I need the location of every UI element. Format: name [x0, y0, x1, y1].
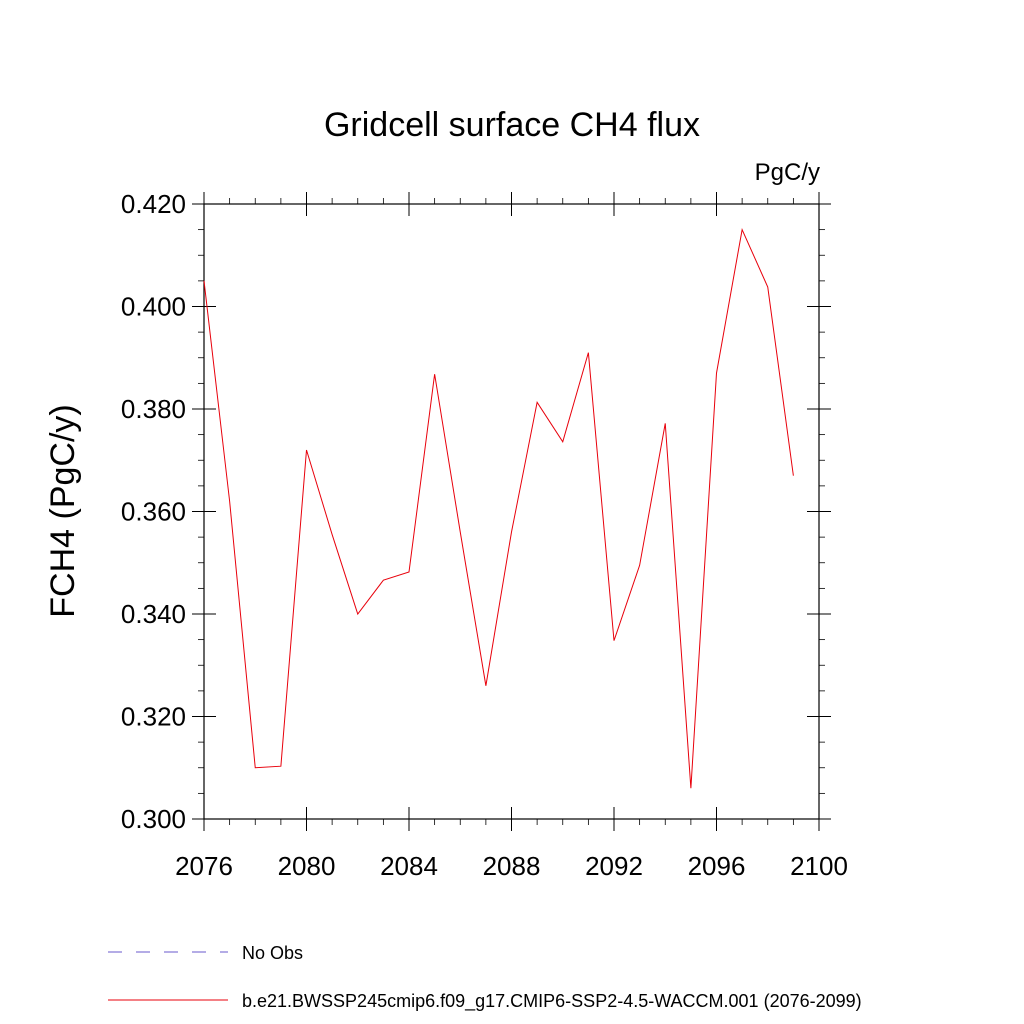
y-tick-label: 0.340	[121, 599, 186, 629]
legend: No Obs b.e21.BWSSP245cmip6.f09_g17.CMIP6…	[108, 943, 862, 1012]
x-tick-label: 2100	[790, 851, 848, 881]
y-tick-label: 0.420	[121, 189, 186, 219]
y-tick-label: 0.400	[121, 292, 186, 322]
legend-no-obs-label: No Obs	[242, 943, 303, 963]
x-tick-label: 2088	[483, 851, 541, 881]
series-layer	[203, 227, 794, 789]
y-tick-label: 0.320	[121, 702, 186, 732]
legend-series-label: b.e21.BWSSP245cmip6.f09_g17.CMIP6-SSP2-4…	[242, 991, 862, 1012]
plot-frame	[203, 203, 820, 820]
y-tick-label: 0.380	[121, 394, 186, 424]
axis-ticks: 2076 2080 2084 2088 2092 2096 2100 0.300 0.320 0.…	[121, 189, 848, 881]
x-tick-label: 2084	[380, 851, 438, 881]
x-tick-label: 2080	[278, 851, 336, 881]
y-axis-label: FCH4 (PgC/y)	[44, 404, 82, 617]
units-label: PgC/y	[755, 159, 820, 186]
y-tick-label: 0.300	[121, 804, 186, 834]
x-tick-label: 2096	[688, 851, 746, 881]
chart-title: Gridcell surface CH4 flux	[324, 106, 700, 144]
x-tick-label: 2092	[585, 851, 643, 881]
y-tick-label: 0.360	[121, 497, 186, 527]
series-line-0	[203, 227, 794, 789]
x-tick-label: 2076	[175, 851, 233, 881]
